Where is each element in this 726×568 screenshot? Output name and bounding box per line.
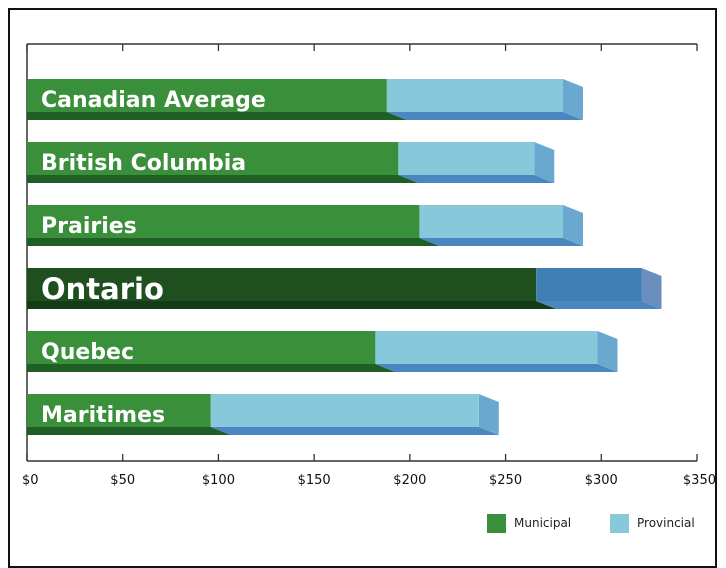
x-tick-label-0: $0 xyxy=(22,473,39,488)
bar-provincial-shadow-british-columbia xyxy=(398,175,555,183)
legend-item-municipal: Municipal xyxy=(487,512,571,534)
category-label-british-columbia: British Columbia xyxy=(41,151,246,176)
bar-provincial-ontario xyxy=(536,268,642,301)
x-tick-label-2: $100 xyxy=(202,473,235,488)
x-tick-label-7: $350 xyxy=(683,473,716,488)
bar-provincial-shadow-ontario xyxy=(536,301,662,309)
bar-municipal-shadow-quebec xyxy=(27,364,396,372)
bar-municipal-quebec xyxy=(27,331,376,364)
bar-municipal-shadow-british-columbia xyxy=(27,175,419,183)
bar-municipal-ontario xyxy=(27,268,537,301)
legend-label-municipal: Municipal xyxy=(514,516,572,530)
bar-provincial-shadow-prairies xyxy=(419,238,583,246)
legend-swatch-municipal xyxy=(487,513,506,533)
bar-provincial-shadow-quebec xyxy=(375,364,618,372)
bar-end-face-canadian-average xyxy=(563,79,583,120)
x-tick-label-6: $300 xyxy=(585,473,618,488)
bar-provincial-quebec xyxy=(375,331,598,364)
bar-end-face-quebec xyxy=(597,331,618,372)
x-tick-label-3: $150 xyxy=(298,473,331,488)
category-label-prairies: Prairies xyxy=(41,214,137,239)
legend-swatch-provincial xyxy=(610,513,629,533)
x-tick-label-5: $250 xyxy=(489,473,522,488)
category-label-ontario: Ontario xyxy=(41,272,164,306)
bar-provincial-maritimes xyxy=(210,394,479,427)
bar-municipal-prairies xyxy=(27,205,420,238)
category-label-canadian-average: Canadian Average xyxy=(41,88,266,113)
bar-end-face-prairies xyxy=(563,205,583,246)
legend-item-provincial: Provincial xyxy=(610,512,695,534)
bar-municipal-british-columbia xyxy=(27,142,399,175)
x-tick-label-1: $50 xyxy=(110,473,135,488)
bar-provincial-shadow-canadian-average xyxy=(386,112,583,120)
bar-municipal-shadow-maritimes xyxy=(27,427,231,435)
bar-municipal-shadow-ontario xyxy=(27,301,557,309)
bar-municipal-canadian-average xyxy=(27,79,387,112)
bar-end-face-british-columbia xyxy=(534,142,555,183)
bar-provincial-british-columbia xyxy=(398,142,535,175)
legend-label-provincial: Provincial xyxy=(637,516,695,530)
bar-municipal-shadow-canadian-average xyxy=(27,112,407,120)
bar-provincial-shadow-maritimes xyxy=(210,427,499,435)
bar-provincial-prairies xyxy=(419,205,563,238)
bar-end-face-maritimes xyxy=(478,394,499,435)
category-label-quebec: Quebec xyxy=(41,340,134,365)
x-tick-label-4: $200 xyxy=(393,473,426,488)
bar-provincial-canadian-average xyxy=(386,79,563,112)
bar-municipal-maritimes xyxy=(27,394,211,427)
category-label-maritimes: Maritimes xyxy=(41,403,165,428)
stacked-bar-chart: $0 $50 $100 $150 $200 $250 $300 $350 Canadian Av… xyxy=(22,43,716,488)
bar-municipal-shadow-prairies xyxy=(27,238,440,246)
bar-end-face-ontario xyxy=(641,268,662,309)
